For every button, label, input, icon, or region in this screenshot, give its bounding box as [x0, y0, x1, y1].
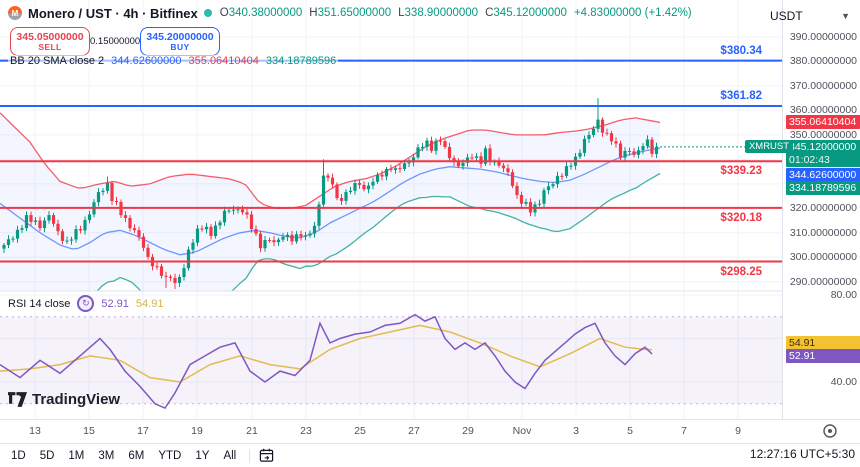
time-axis-label: 5: [627, 425, 633, 437]
bb-lower-badge: 334.18789596: [786, 181, 860, 195]
tradingview-watermark[interactable]: TradingView: [8, 390, 120, 409]
close-value: 345.12000000: [493, 7, 567, 19]
close-label: C: [485, 7, 494, 19]
time-axis-label: 23: [300, 425, 312, 437]
range-button-1d[interactable]: 1D: [11, 449, 26, 462]
buy-label: BUY: [170, 41, 190, 52]
bb-upper-value: 355.06410404: [188, 55, 259, 67]
range-toolbar: 1D 5D 1M 3M 6M YTD 1Y All: [0, 443, 860, 467]
sell-label: SELL: [38, 41, 62, 52]
range-button-all[interactable]: All: [223, 449, 237, 462]
spread-value: 0.15000000: [90, 36, 141, 47]
bb-basis-badge: 344.62600000: [786, 168, 860, 182]
change-value: +4.83000000 (+1.42%): [573, 7, 692, 19]
low-label: L: [398, 7, 405, 19]
time-axis-label: 27: [408, 425, 420, 437]
range-button-5d[interactable]: 5D: [39, 449, 55, 462]
tradingview-logo-icon: [8, 392, 27, 407]
currency-value: USDT: [770, 8, 803, 23]
buy-button[interactable]: 345.20000000 BUY: [140, 27, 220, 56]
price-pane: [0, 98, 661, 291]
price-axis[interactable]: 355.06410404 345.12000000 01:02:43 344.6…: [782, 0, 860, 419]
price-axis-label: 350.00000000: [789, 128, 857, 141]
time-axis-label: 9: [735, 425, 741, 437]
buy-price: 345.20000000: [146, 30, 214, 43]
clock-utc[interactable]: 12:27:16 UTC+5:30: [749, 447, 855, 461]
watermark-text: TradingView: [32, 391, 121, 408]
rsi-axis-label: 80.00: [830, 289, 857, 301]
time-axis[interactable]: 13 15 17 19 21 23 25 27 29 Nov 3 5 7 9: [0, 419, 860, 444]
high-value: 351.65000000: [317, 7, 392, 19]
monero-logo-icon: M: [8, 6, 22, 20]
toolbar-divider: [249, 448, 251, 463]
bb-basis-value: 344.62600000: [111, 55, 182, 67]
rsi-value: 52.91: [101, 297, 129, 310]
price-axis-label: 380.00000000: [789, 55, 857, 68]
sell-button[interactable]: 345.05000000 SELL: [10, 27, 90, 56]
price-axis-label: 310.00000000: [789, 226, 857, 239]
rsi-ma-value: 54.91: [135, 297, 164, 310]
time-axis-label: 29: [462, 425, 474, 437]
rsi-axis-label: 40.00: [830, 376, 857, 388]
time-axis-label: 17: [137, 425, 149, 437]
price-level-label: $320.18: [720, 211, 762, 224]
time-axis-label: Nov: [512, 425, 532, 437]
price-level-label: $298.25: [720, 265, 762, 278]
last-price-value: 345.12000000: [789, 141, 857, 153]
high-label: H: [309, 7, 318, 19]
chevron-down-icon: ▼: [841, 10, 850, 21]
symbol-title: Monero / UST · 4h · Bitfinex: [28, 5, 198, 21]
price-axis-label: 320.00000000: [789, 202, 857, 215]
chart-canvas[interactable]: [0, 0, 782, 419]
range-button-ytd[interactable]: YTD: [158, 449, 182, 462]
rsi-value-badge: 52.91: [786, 349, 860, 363]
price-level-label: $339.23: [720, 165, 762, 178]
calendar-icon: [259, 448, 273, 462]
bar-countdown: 01:02:43: [789, 154, 830, 166]
time-axis-label: 7: [681, 425, 687, 437]
level-lines: [0, 59, 782, 263]
time-axis-label: 25: [354, 425, 366, 437]
order-panel: 345.05000000 SELL 0.15000000 345.2000000…: [10, 27, 220, 56]
symbol-header[interactable]: M Monero / UST · 4h · Bitfinex O340.3800…: [8, 4, 692, 22]
price-level-label: $380.34: [720, 44, 762, 57]
range-button-6m[interactable]: 6M: [128, 449, 145, 462]
time-axis-label: 21: [246, 425, 258, 437]
price-level-label: $361.82: [720, 89, 762, 102]
range-button-3m[interactable]: 3M: [98, 449, 115, 462]
time-axis-label: 19: [191, 425, 203, 437]
time-axis-label: 13: [29, 425, 41, 437]
ohlc-values: O340.38000000 H351.65000000 L338.9000000…: [220, 7, 692, 19]
bb-indicator-legend[interactable]: BB 20 SMA close 2 344.62600000 355.06410…: [8, 55, 339, 67]
open-value: 340.38000000: [228, 7, 303, 19]
go-to-realtime-icon[interactable]: [822, 423, 838, 439]
rsi-indicator-legend[interactable]: RSI 14 close ↻ 52.91 54.91: [8, 295, 163, 312]
market-status-icon: [203, 9, 212, 17]
rsi-legend-title: RSI 14 close: [8, 297, 71, 310]
bb-upper-badge: 355.06410404: [786, 115, 860, 129]
last-price-badge: 345.12000000 01:02:43: [786, 140, 860, 167]
rsi-pane: [0, 313, 782, 410]
price-axis-label: 370.00000000: [789, 79, 857, 92]
range-button-1m[interactable]: 1M: [68, 449, 85, 462]
price-axis-label: 360.00000000: [789, 104, 857, 117]
rsi-ma-badge: 54.91: [786, 336, 860, 350]
currency-selector[interactable]: USDT ▼: [766, 5, 854, 26]
rsi-loop-icon: ↻: [77, 295, 95, 312]
symbol-tag: XMRUST: [745, 140, 793, 153]
time-axis-label: 3: [573, 425, 579, 437]
price-axis-label: 300.00000000: [789, 251, 857, 264]
range-button-1y[interactable]: 1Y: [195, 449, 210, 462]
bb-legend-title: BB 20 SMA close 2: [10, 55, 105, 67]
go-to-date-button[interactable]: [256, 447, 276, 465]
low-value: 338.90000000: [404, 7, 479, 19]
price-axis-label: 290.00000000: [789, 275, 857, 288]
open-label: O: [219, 7, 229, 19]
bb-lower-value: 334.18789596: [265, 55, 337, 67]
price-axis-label: 390.00000000: [789, 31, 857, 43]
sell-price: 345.05000000: [16, 30, 84, 43]
range-buttons: 1D 5D 1M 3M 6M YTD 1Y All: [4, 448, 243, 464]
time-axis-label: 15: [83, 425, 95, 437]
